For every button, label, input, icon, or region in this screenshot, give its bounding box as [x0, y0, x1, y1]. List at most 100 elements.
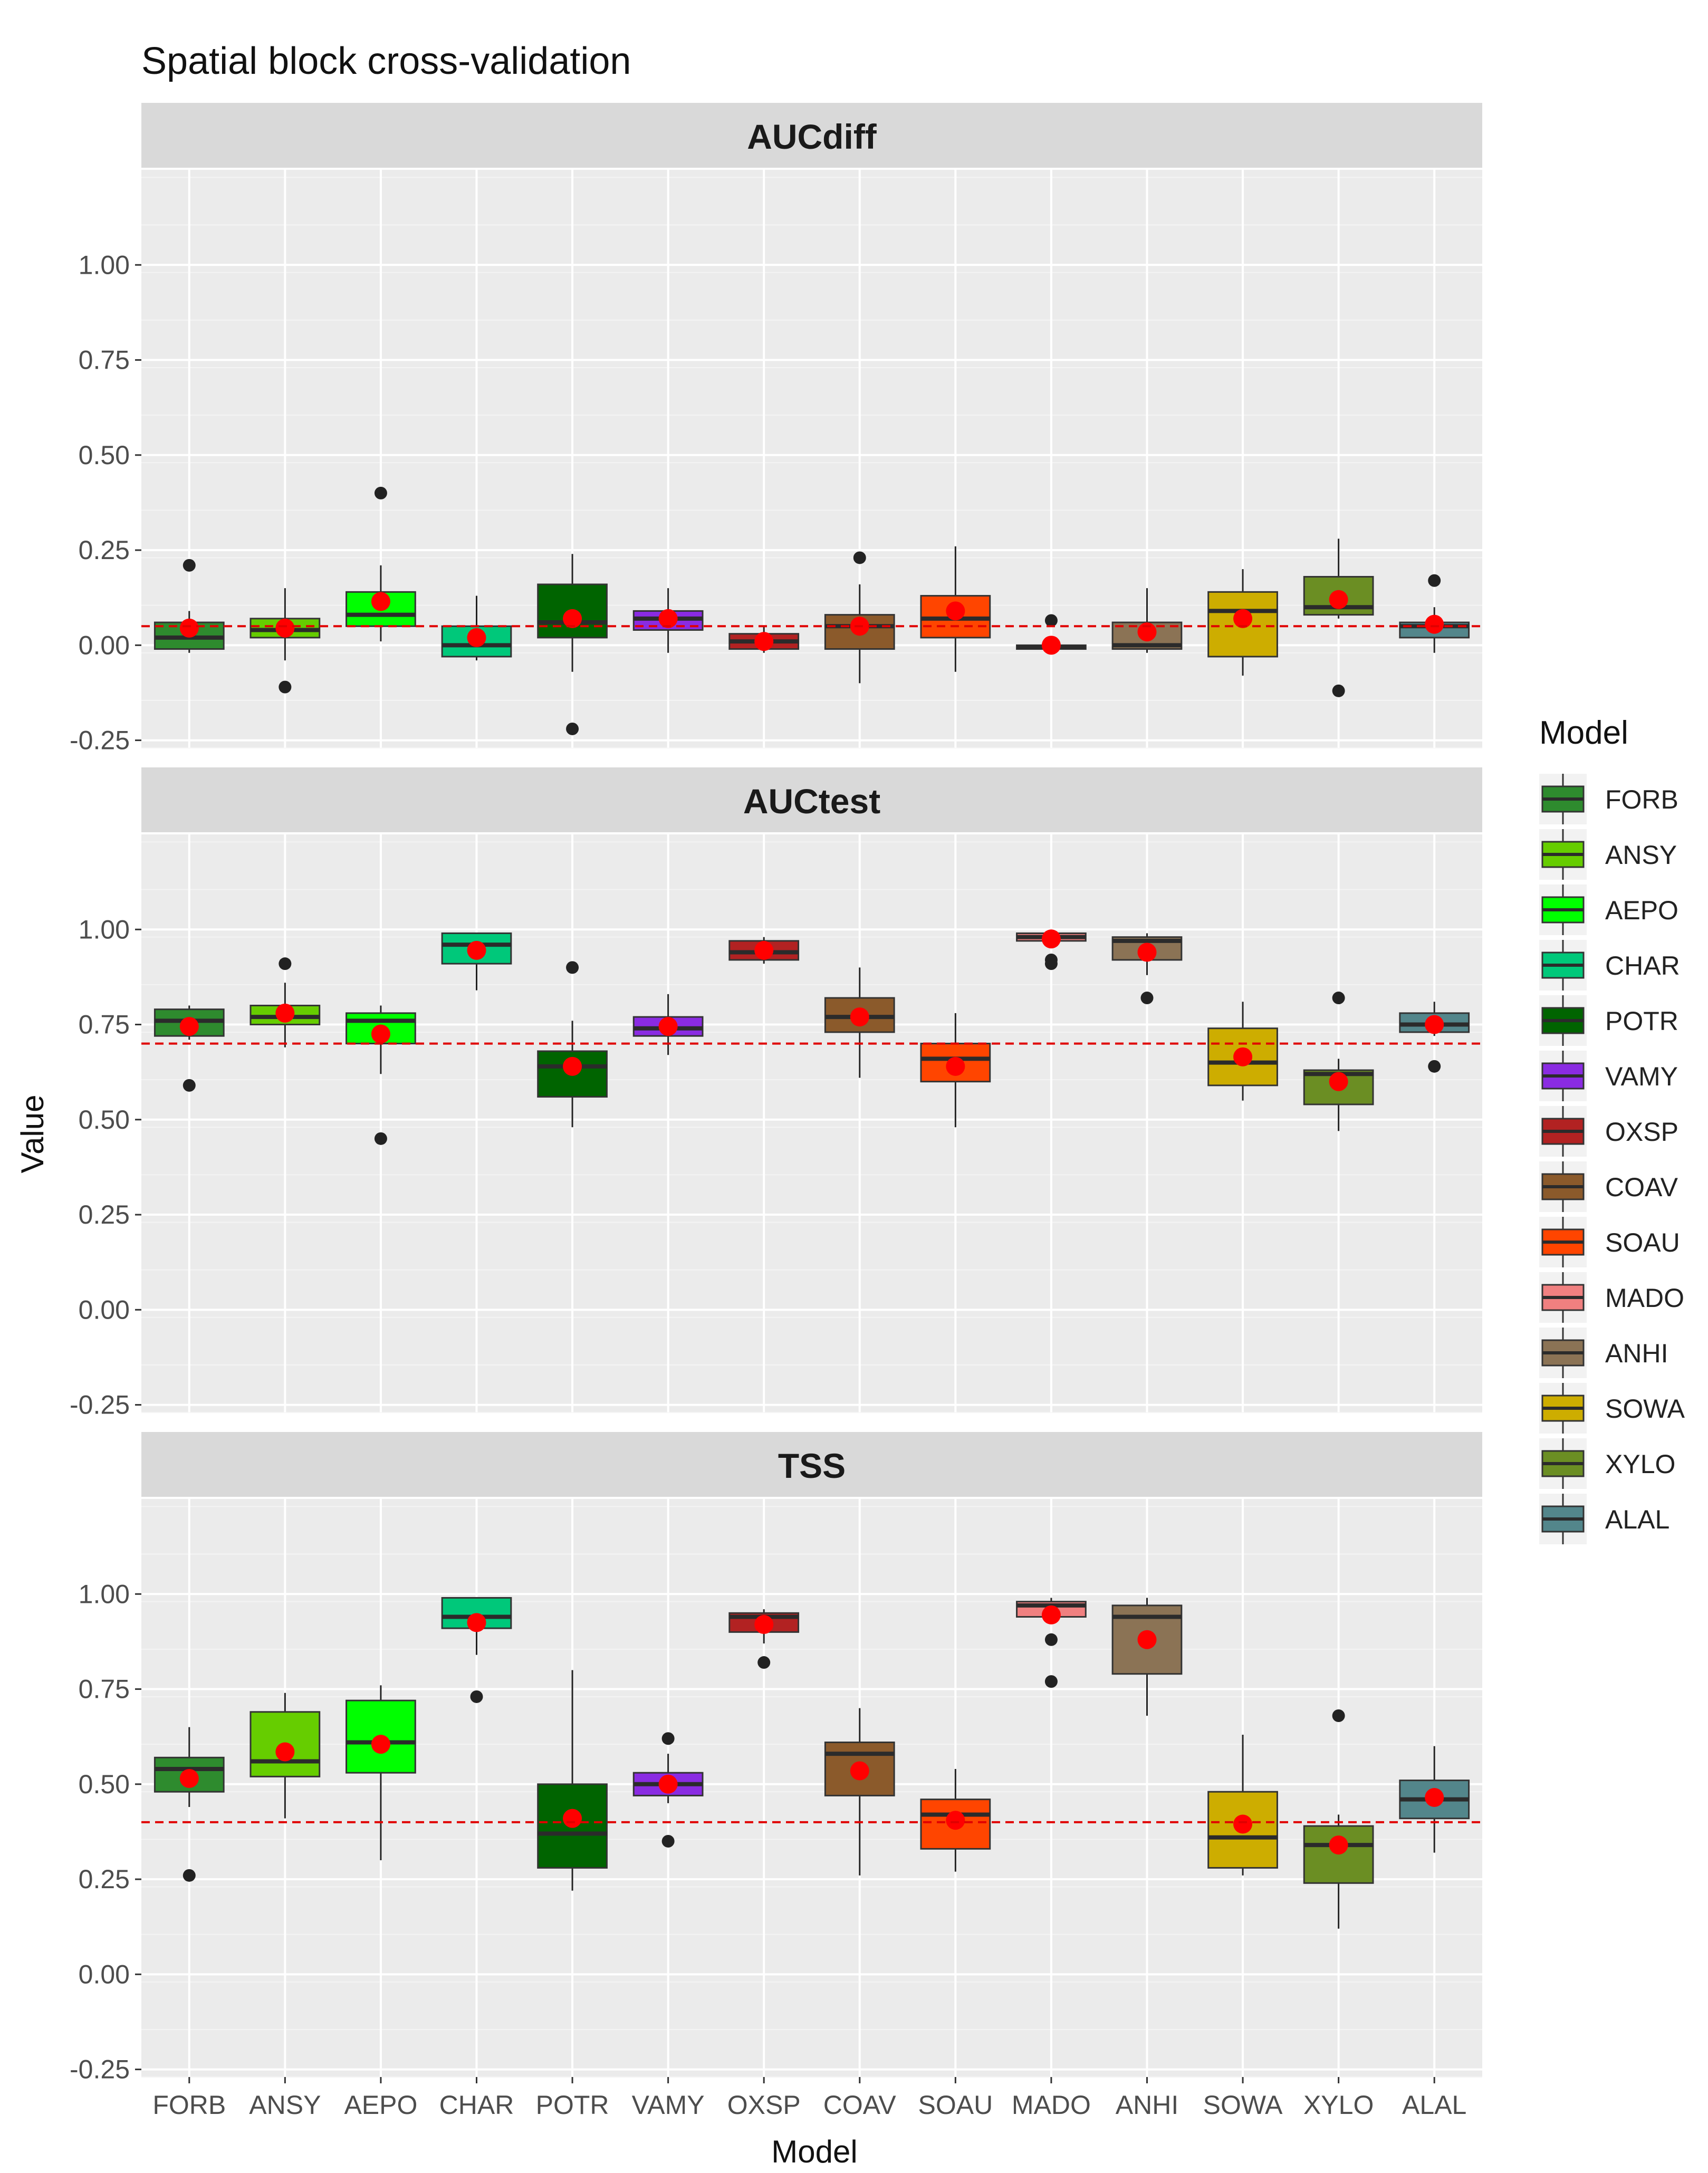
- y-tick-label: 1.00: [79, 915, 130, 944]
- x-tick-label: SOAU: [918, 2090, 993, 2120]
- mean-point: [1425, 1788, 1444, 1807]
- box-body: [537, 583, 608, 639]
- outlier-point: [1044, 614, 1058, 627]
- panel-auctest: AUCtest -0.25 0.00 0.25 0.50 0.75 1.00: [70, 767, 1482, 1420]
- y-tick-label: 0.50: [79, 440, 130, 470]
- box-mado: [1016, 929, 1087, 970]
- mean-point: [1137, 622, 1157, 642]
- panel-strip: [141, 767, 1482, 832]
- mean-point: [467, 1613, 486, 1632]
- box-ansy: [250, 588, 321, 694]
- box-char: [441, 932, 512, 991]
- y-tick-label: -0.25: [70, 2055, 130, 2084]
- y-tick-label: 0.50: [79, 1105, 130, 1134]
- legend-item-label: VAMY: [1605, 1062, 1678, 1091]
- mean-point: [1233, 1047, 1253, 1066]
- y-tick-label: 1.00: [79, 250, 130, 280]
- mean-point: [658, 1774, 678, 1794]
- mean-point: [371, 592, 390, 611]
- box-ansy: [250, 1693, 321, 1819]
- x-tick-label: VAMY: [632, 2090, 705, 2120]
- x-tick-label: ALAL: [1402, 2090, 1466, 2120]
- box-aepo: [346, 1005, 416, 1145]
- mean-point: [658, 609, 678, 628]
- y-tick-label: 0.00: [79, 1959, 130, 1989]
- mean-point: [275, 618, 295, 638]
- outlier-point: [279, 957, 292, 970]
- x-tick-label: POTR: [536, 2090, 609, 2120]
- legend-item-label: XYLO: [1605, 1449, 1675, 1479]
- x-tick-label: XYLO: [1303, 2090, 1374, 2120]
- legend-item-char: CHAR: [1539, 940, 1680, 991]
- box-mado: [1016, 1598, 1087, 1688]
- x-tick-label: AEPO: [344, 2090, 417, 2120]
- box-aepo: [346, 1685, 416, 1860]
- box-oxsp: [728, 1609, 800, 1669]
- outlier-point: [279, 680, 292, 694]
- box-vamy: [632, 994, 704, 1055]
- box-vamy: [632, 1732, 704, 1848]
- facet-panels: AUCdiff -0.25 0.00 0.25 0.50 0.75 1.00 AUCtest -…: [70, 103, 1482, 2084]
- box-anhi: [1111, 933, 1183, 1005]
- legend-item-label: SOWA: [1605, 1394, 1685, 1424]
- y-tick-label: 0.25: [79, 535, 130, 565]
- outlier-point: [183, 1869, 196, 1882]
- mean-point: [850, 1761, 869, 1781]
- box-xylo: [1303, 992, 1374, 1131]
- panel-strip-title: AUCdiff: [747, 117, 877, 156]
- mean-point: [563, 1056, 582, 1076]
- outlier-point: [566, 961, 579, 974]
- box-oxsp: [728, 937, 800, 964]
- mean-point: [946, 601, 965, 621]
- box-oxsp: [728, 626, 800, 653]
- box-forb: [153, 1005, 225, 1092]
- outlier-point: [661, 1834, 675, 1848]
- legend-item-label: OXSP: [1605, 1117, 1678, 1147]
- legend-item-oxsp: OXSP: [1539, 1106, 1678, 1157]
- mean-point: [179, 618, 199, 638]
- legend: Model FORB ANSY AEPO CHAR POTR VAMY OXSP COAV SOA…: [1539, 715, 1685, 1544]
- legend-item-label: POTR: [1605, 1006, 1678, 1036]
- box-soau: [920, 1768, 991, 1872]
- legend-item-label: AEPO: [1605, 896, 1678, 925]
- y-tick-label: 0.25: [79, 1200, 130, 1229]
- legend-item-vamy: VAMY: [1539, 1051, 1678, 1101]
- mean-point: [371, 1735, 390, 1754]
- mean-point: [1425, 614, 1444, 634]
- chart-title: Spatial block cross-validation: [141, 40, 631, 82]
- legend-item-soau: SOAU: [1539, 1217, 1680, 1267]
- outlier-point: [1332, 684, 1345, 697]
- mean-point: [1041, 636, 1061, 655]
- mean-point: [1137, 943, 1157, 962]
- y-tick-label: -0.25: [70, 726, 130, 755]
- x-tick-label: COAV: [823, 2090, 897, 2120]
- box-body: [824, 1741, 895, 1796]
- y-axis-label: Value: [15, 1094, 50, 1173]
- legend-item-label: ANSY: [1605, 840, 1677, 870]
- x-tick-label: ANSY: [249, 2090, 321, 2120]
- box-mado: [1016, 614, 1087, 655]
- panel-strip: [141, 103, 1482, 168]
- box-potr: [537, 554, 608, 735]
- box-sowa: [1207, 569, 1278, 676]
- legend-item-alal: ALAL: [1539, 1494, 1669, 1544]
- panel-strip-title: TSS: [778, 1446, 846, 1485]
- outlier-point: [661, 1732, 675, 1745]
- mean-point: [1233, 609, 1253, 628]
- legend-item-label: FORB: [1605, 785, 1678, 814]
- x-tick-label: ANHI: [1116, 2090, 1178, 2120]
- box-anhi: [1111, 1598, 1183, 1716]
- panel-background: [141, 170, 1482, 748]
- legend-item-label: ANHI: [1605, 1339, 1668, 1368]
- mean-point: [1329, 590, 1348, 609]
- legend-item-potr: POTR: [1539, 995, 1678, 1046]
- mean-point: [946, 1056, 965, 1076]
- box-sowa: [1207, 1735, 1278, 1876]
- x-tick-label: FORB: [152, 2090, 226, 2120]
- outlier-point: [1332, 1709, 1345, 1722]
- y-tick-label: 0.75: [79, 1010, 130, 1040]
- mean-point: [563, 609, 582, 628]
- box-forb: [153, 1727, 225, 1882]
- box-soau: [920, 546, 991, 672]
- legend-item-coav: COAV: [1539, 1161, 1678, 1212]
